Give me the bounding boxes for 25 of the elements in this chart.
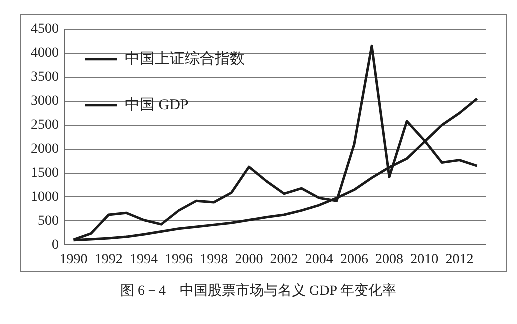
y-tick-label: 500 — [38, 214, 59, 229]
legend-label: 中国上证综合指数 — [125, 50, 245, 68]
x-tick-label: 2012 — [446, 252, 474, 268]
x-tick-label: 2000 — [235, 252, 264, 268]
legend-label: 中国 GDP — [125, 96, 189, 114]
x-tick-label: 2004 — [305, 252, 334, 268]
x-tick-label: 1998 — [200, 252, 228, 268]
x-tick-label: 1990 — [60, 252, 88, 268]
y-tick-label: 1500 — [31, 166, 59, 181]
x-tick-label: 2008 — [376, 252, 404, 268]
y-tick-label: 1000 — [31, 190, 59, 205]
y-tick-label: 0 — [52, 238, 59, 253]
x-tick-label: 2006 — [340, 252, 368, 268]
y-tick-label: 3000 — [31, 94, 59, 110]
x-tick-label: 1996 — [165, 252, 194, 268]
x-tick-label: 1992 — [94, 252, 123, 268]
caption: 图 6－4 中国股票市场与名义 GDP 年变化率 — [120, 282, 398, 300]
y-tick-label: 3500 — [31, 70, 59, 86]
x-tick-label: 2002 — [270, 252, 298, 268]
y-tick-label: 2500 — [31, 118, 59, 133]
y-tick-label: 2000 — [31, 142, 59, 157]
x-tick-label: 2010 — [410, 252, 439, 268]
x-tick-label: 1994 — [130, 252, 158, 268]
y-tick-label: 4500 — [31, 22, 59, 38]
y-tick-label: 4000 — [31, 46, 59, 62]
